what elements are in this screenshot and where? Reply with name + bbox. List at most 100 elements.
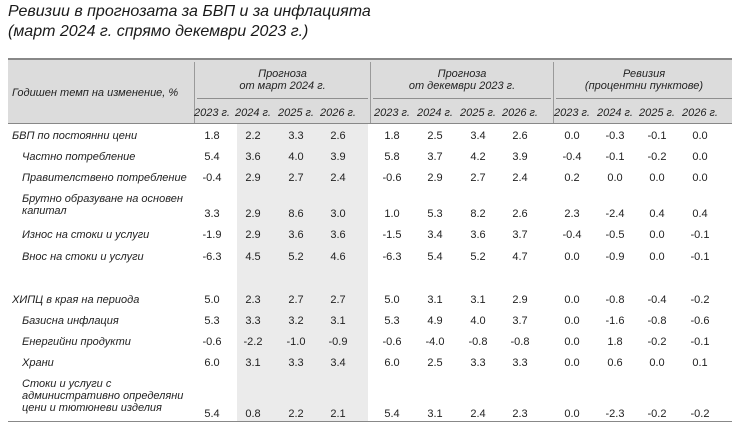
bottom-rule (8, 421, 732, 422)
table-cell: 4.0 (288, 151, 304, 163)
table-cell: 4.5 (245, 251, 261, 263)
group-header-march-line2: от март 2024 г. (239, 80, 326, 92)
row-label: Правителствено потребление (22, 172, 187, 184)
year-header-3: 2026 г. (319, 107, 356, 119)
table-cell: 2.3 (564, 208, 580, 220)
table-cell: -0.1 (690, 336, 710, 348)
table-cell: -0.8 (647, 315, 667, 327)
table-cell: -0.9 (328, 336, 348, 348)
table-cell: 2.4 (330, 172, 346, 184)
shade-2024-2026-march (237, 124, 368, 421)
group-divider-2 (370, 62, 371, 123)
table-cell: 1.8 (204, 130, 220, 142)
table-cell: 2.6 (512, 208, 528, 220)
table-cell: 6.0 (204, 357, 220, 369)
table-cell: 3.3 (288, 130, 304, 142)
table-cell: 3.7 (512, 315, 528, 327)
table-cell: -1.5 (382, 229, 402, 241)
table-cell: -0.1 (605, 151, 625, 163)
table-cell: -0.9 (605, 251, 625, 263)
table-cell: -0.4 (202, 172, 222, 184)
row-label: Частно потребление (22, 151, 136, 163)
year-header-1: 2024 г. (234, 107, 271, 119)
table-cell: 0.8 (245, 408, 261, 420)
table-cell: 3.6 (245, 151, 261, 163)
table-title: Ревизии в прогнозата за БВП и за инфлаци… (8, 2, 371, 42)
table-cell: 3.1 (427, 408, 443, 420)
row-label: Стоки и услуги с (22, 378, 112, 390)
year-header-11: 2026 г. (681, 107, 718, 119)
table-cell: 4.9 (427, 315, 443, 327)
table-cell: 5.3 (204, 315, 220, 327)
table-cell: 3.3 (512, 357, 528, 369)
table-cell: 0.6 (607, 357, 623, 369)
table-cell: 5.0 (384, 294, 400, 306)
table-cell: 4.7 (512, 251, 528, 263)
table-cell: -0.6 (690, 315, 710, 327)
table-cell: 3.2 (288, 315, 304, 327)
table-cell: 2.3 (245, 294, 261, 306)
table-cell: 3.4 (470, 130, 486, 142)
table-cell: -0.1 (647, 130, 667, 142)
table-cell: 8.6 (288, 208, 304, 220)
table-cell: 3.6 (288, 229, 304, 241)
group-header-december-line1: Прогноза (437, 68, 487, 80)
group-header-march-line1: Прогноза (258, 68, 307, 80)
table-cell: 3.1 (245, 357, 261, 369)
table-cell: -0.5 (605, 229, 625, 241)
year-header-10: 2025 г. (638, 107, 675, 119)
table-cell: -6.3 (382, 251, 402, 263)
table-cell: 0.0 (564, 251, 580, 263)
table-cell: -0.4 (647, 294, 667, 306)
group-divider-3 (553, 62, 554, 123)
table-cell: 0.0 (649, 172, 665, 184)
table-cell: -0.2 (647, 408, 667, 420)
table-cell: 0.0 (564, 336, 580, 348)
year-header-2: 2025 г. (277, 107, 314, 119)
table-cell: 2.5 (427, 357, 443, 369)
table-cell: -0.2 (690, 408, 710, 420)
group-header-december-line2: от декември 2023 г. (408, 80, 516, 92)
table-cell: 5.2 (288, 251, 304, 263)
table-cell: 3.7 (427, 151, 443, 163)
table-cell: 0.0 (564, 408, 580, 420)
table-cell: 2.7 (470, 172, 486, 184)
header-bottom-rule (8, 123, 732, 124)
table-cell: 3.9 (512, 151, 528, 163)
row-label: Внос на стоки и услуги (22, 251, 144, 263)
year-header-6: 2025 г. (459, 107, 496, 119)
table-cell: -0.3 (605, 130, 625, 142)
table-cell: -2.4 (605, 208, 625, 220)
table-cell: 5.4 (427, 251, 443, 263)
table-cell: 2.2 (288, 408, 304, 420)
table-cell: 0.0 (649, 357, 665, 369)
row-label: Брутно образуване на основен (22, 193, 183, 205)
subheader-rule-3 (556, 98, 732, 99)
table-cell: -0.6 (382, 336, 402, 348)
table-cell: 3.3 (204, 208, 220, 220)
table-cell: 2.9 (512, 294, 528, 306)
table-cell: 5.0 (204, 294, 220, 306)
table-cell: 5.4 (384, 408, 400, 420)
title-line-2: (март 2024 г. спрямо декември 2023 г.) (8, 23, 309, 40)
table-cell: -0.6 (202, 336, 222, 348)
table-cell: 5.4 (204, 151, 220, 163)
table-cell: 2.4 (512, 172, 528, 184)
table-cell: 4.0 (470, 315, 486, 327)
table-cell: 2.6 (330, 130, 346, 142)
subheader-rule-2 (373, 98, 551, 99)
table-cell: 0.0 (649, 229, 665, 241)
table-cell: 6.0 (384, 357, 400, 369)
table-cell: -1.6 (605, 315, 625, 327)
table-cell: 0.4 (692, 208, 708, 220)
row-label: цени и тютюневи изделия (22, 402, 162, 414)
year-header-8: 2023 г. (553, 107, 590, 119)
table-cell: -4.0 (425, 336, 445, 348)
row-label: ХИПЦ в края на периода (12, 294, 140, 306)
table-cell: -2.3 (605, 408, 625, 420)
year-header-5: 2024 г. (416, 107, 453, 119)
table-cell: 8.2 (470, 208, 486, 220)
table-cell: 0.0 (649, 251, 665, 263)
table-cell: 0.2 (564, 172, 580, 184)
table-cell: 2.7 (288, 172, 304, 184)
